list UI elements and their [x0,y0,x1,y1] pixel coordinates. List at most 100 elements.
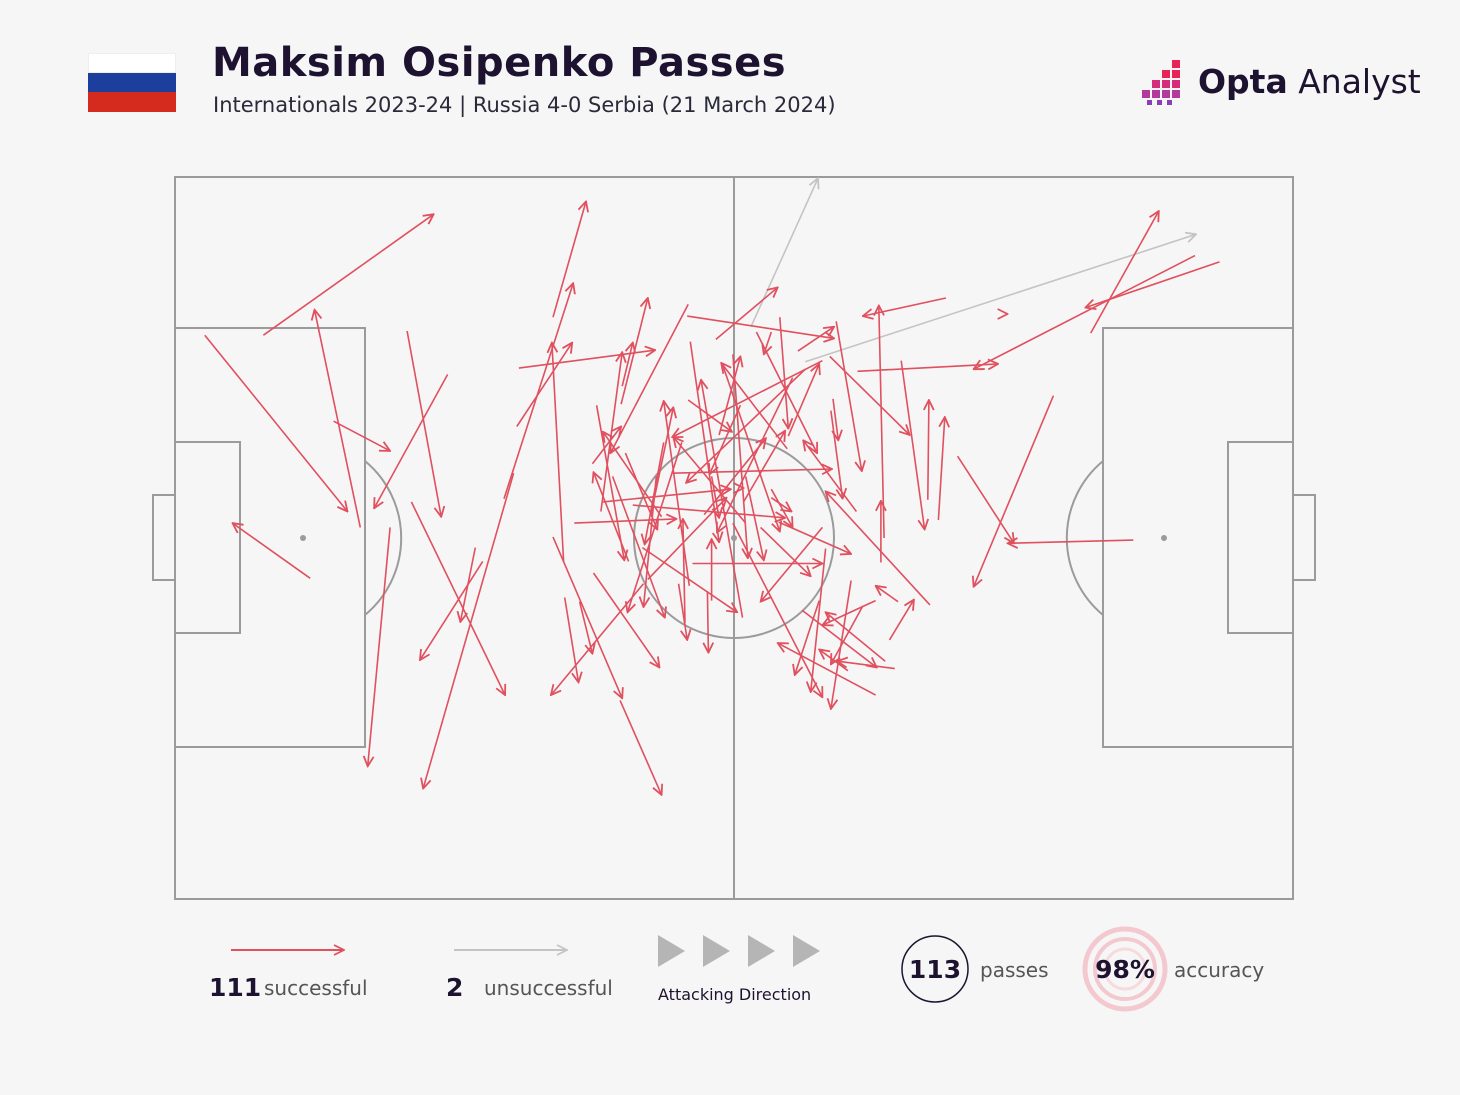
successful-pass-arrow [937,417,944,520]
successful-pass-arrow [879,306,885,539]
left-penalty-arc [364,460,403,616]
successful-pass-arrow [761,526,824,601]
successful-pass-arrow [707,591,708,653]
successful-pass-arrow [795,600,820,675]
flag-stripe-blue [88,72,176,93]
successful-pass-arrow [1085,261,1220,308]
successful-pass-arrow [641,546,737,613]
direction-triangle-1 [658,935,685,967]
brand-bold: Opta [1198,62,1288,101]
successful-pass-arrow [368,527,391,766]
unsuccessful-pass-arrow [805,234,1196,363]
successful-pass-arrow [770,488,792,527]
successful-pass-arrow [552,343,565,562]
successful-pass-arrow [829,355,910,435]
brand-name: Opta Analyst [1198,62,1421,101]
successful-pass-arrow [672,469,832,473]
successful-pass-arrow [262,214,433,336]
accuracy-value: 98% [1095,954,1155,984]
successful-pass-arrow [687,399,732,432]
successful-pass-arrow [410,501,505,695]
successful-pass-arrow [552,201,586,318]
successful-pass-arrow [647,498,727,580]
successful-pass-arrow [801,609,877,667]
successful-pass-arrow [687,315,834,338]
passes-ring [901,935,969,1003]
direction-triangle-3 [748,935,775,967]
successful-pass-arrow [204,334,348,511]
right-penalty-arc [1065,460,1104,616]
successful-pass-arrow [628,442,683,612]
successful-pass-arrow [233,523,311,579]
successful-pass-arrow [764,331,772,354]
successful-pass-arrow [831,605,864,664]
successful-pass-arrow [755,331,817,453]
flag-stripe-red [88,92,176,112]
successful-pass-arrow [683,519,685,623]
successful-pass-arrow [703,438,766,516]
accuracy-ring-mid [1093,937,1157,1001]
successful-pass-arrow [760,526,811,576]
successful-pass-arrow [863,297,947,316]
successful-pass-arrow [374,374,449,509]
successful-pass-arrow [900,360,924,530]
successful-pass-arrow [1008,540,1134,543]
successful-pass-arrow [1090,211,1159,334]
centre-spot [731,535,737,541]
unsuccessful-label: unsuccessful [484,976,613,1000]
opta-bars-icon [1142,60,1180,105]
successful-pass-arrow [644,476,658,607]
successful-pass-arrow [956,455,1014,543]
successful-pass-arrow [552,536,622,698]
successful-pass-arrow [797,327,834,352]
successful-pass-arrow [928,400,929,500]
accuracy-label: accuracy [1174,958,1265,982]
successful-pass-arrow [732,354,748,558]
successful-pass-arrow [787,364,819,437]
successful-pass-arrow [518,350,655,369]
unsuccessful-count: 2 [446,973,464,1002]
opta-analyst-logo: Opta Analyst [1138,56,1421,112]
successful-pass-arrow [778,521,851,554]
successful-pass-arrow [778,643,876,696]
successful-pass-arrow [591,427,621,465]
successful-pass-arrow [822,599,876,626]
successful-pass-arrow [574,519,676,523]
successful-pass-arrow [686,368,806,483]
successful-pass-arrow [503,283,573,499]
successful-pass-arrow [876,586,899,603]
page-subtitle: Internationals 2023-24 | Russia 4-0 Serb… [213,93,836,117]
successful-pass-arrow [974,395,1055,587]
successful-pass-arrow [770,497,791,512]
successful-pass-arrow [779,317,789,428]
successful-pass-arrow [619,700,662,795]
successful-pass-arrow [710,404,742,474]
successful-pass-arrow [677,583,688,640]
successful-passes [204,201,1220,795]
right-six-yard-box [1227,441,1294,634]
page-title: Maksim Osipenko Passes [212,40,787,86]
unsuccessful-pass-arrow [750,178,818,328]
left-penalty-spot [300,535,306,541]
attacking-direction-label: Attacking Direction [658,985,812,1004]
passes-label: passes [980,958,1049,982]
successful-pass-arrow [974,254,1196,370]
successful-pass-arrow [742,431,786,503]
successful-count: 111 [209,973,262,1002]
successful-pass-arrow [672,359,823,437]
successful-pass-arrow [715,287,778,341]
left-six-yard-box [174,441,241,634]
passes-value: 113 [908,954,962,984]
successful-pass-arrow [833,398,838,440]
successful-pass-arrow [830,410,843,499]
successful-pass-arrow [594,472,630,562]
successful-pass-arrow [592,572,660,668]
successful-pass-arrow [611,304,689,453]
right-penalty-box [1102,327,1294,748]
successful-pass-arrow [563,597,579,683]
successful-pass-arrow [732,522,823,697]
russia-flag [88,53,176,112]
successful-pass-arrow [888,600,914,641]
unsuccessful-passes [750,178,1196,363]
left-penalty-box [174,327,366,748]
